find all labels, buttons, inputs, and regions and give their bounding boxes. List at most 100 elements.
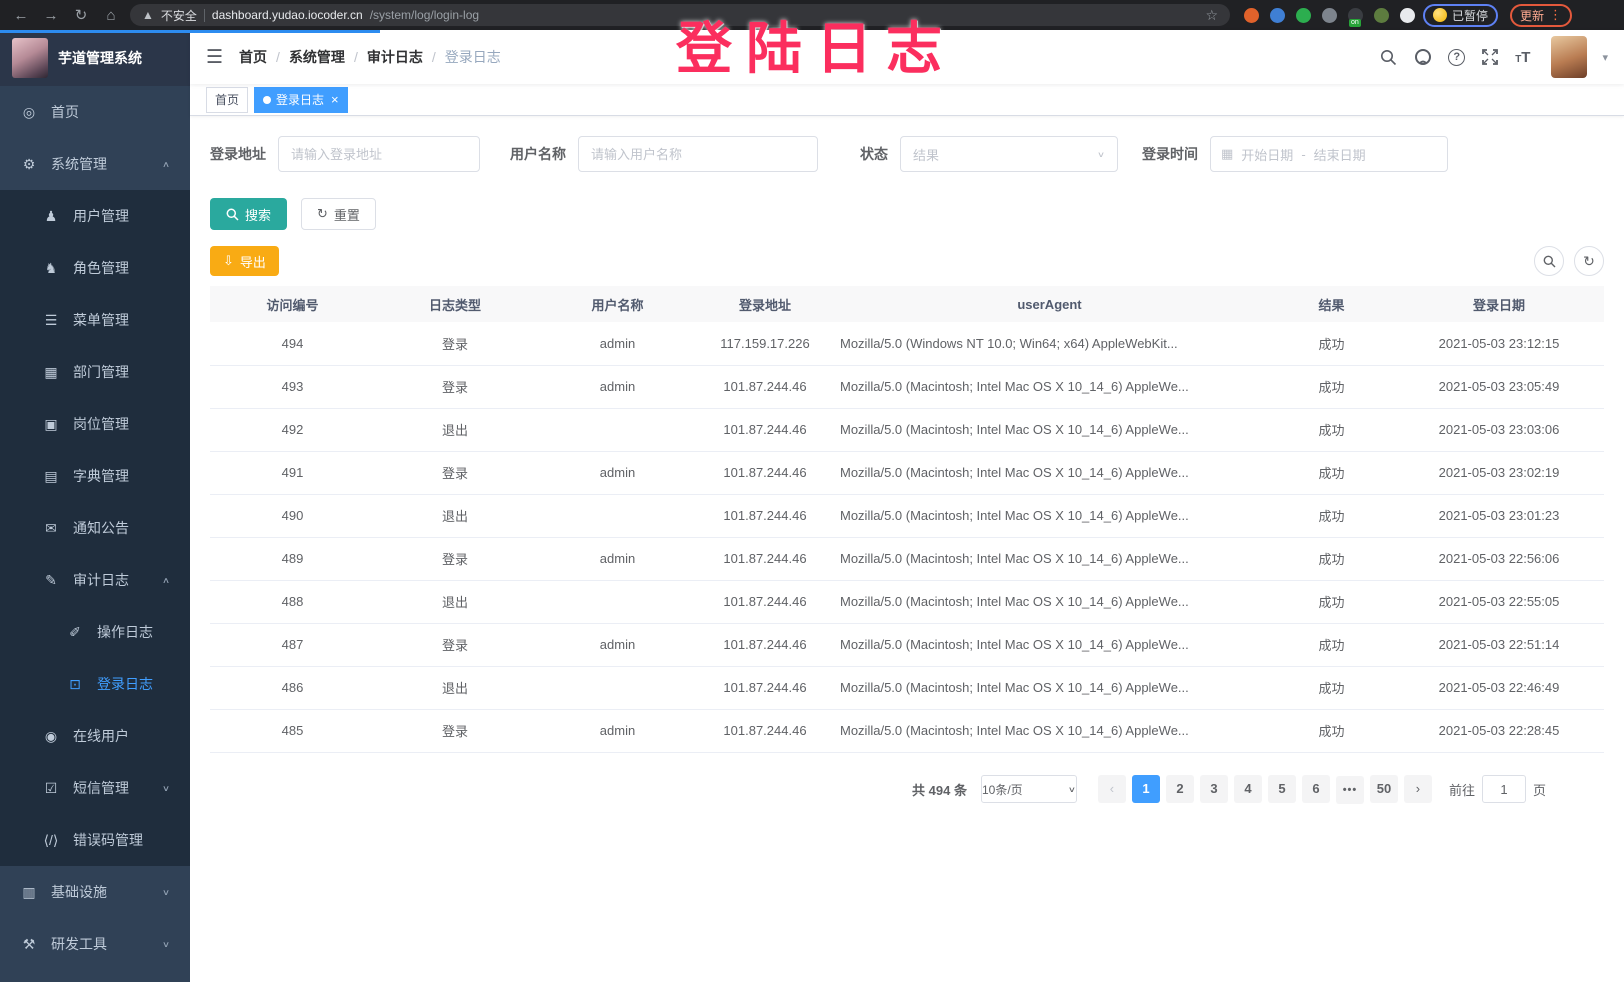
sidebar-item-dept[interactable]: ▦ 部门管理: [0, 346, 190, 398]
browser-update-button[interactable]: 更新 ⋮: [1510, 3, 1573, 27]
table-cell: 117.159.17.226: [700, 322, 830, 366]
sidebar-item-post[interactable]: ▣ 岗位管理: [0, 398, 190, 450]
page-button-5[interactable]: 5: [1267, 774, 1296, 803]
breadcrumb-separator: /: [353, 49, 358, 65]
export-button-label: 导出: [239, 254, 266, 270]
operate-log-icon: ✐: [69, 623, 81, 640]
fullscreen-icon[interactable]: [1480, 47, 1500, 67]
login-address-input[interactable]: [278, 136, 480, 172]
table-cell: [535, 666, 700, 710]
table-row[interactable]: 489 登录 admin 101.87.244.46 Mozilla/5.0 (Maci…: [210, 537, 1604, 581]
page-button-1[interactable]: 1: [1131, 774, 1160, 803]
breadcrumb-item-audit-log[interactable]: 审计日志: [366, 49, 423, 65]
sidebar-item-online-user[interactable]: ◉ 在线用户: [0, 710, 190, 762]
status-select[interactable]: 结果 ∨: [900, 136, 1118, 172]
sidebar-item-notice[interactable]: ✉ 通知公告: [0, 502, 190, 554]
toggle-search-button[interactable]: [1534, 246, 1564, 276]
refresh-table-button[interactable]: ↻: [1574, 246, 1604, 276]
font-size-icon[interactable]: TT: [1515, 48, 1531, 66]
page-button-50[interactable]: 50: [1369, 774, 1398, 803]
table-cell: 退出: [375, 408, 535, 452]
sidebar-item-sms[interactable]: ☑ 短信管理 ∨: [0, 762, 190, 814]
dashboard-icon: ◎: [22, 103, 36, 120]
sidebar-item-system[interactable]: ⚙ 系统管理 ∧: [0, 138, 190, 190]
paused-extension-badge[interactable]: 已暂停: [1423, 3, 1499, 27]
back-icon[interactable]: ←: [13, 6, 29, 24]
table-cell: Mozilla/5.0 (Windows NT 10.0; Win64; x64…: [830, 322, 1269, 366]
table-row[interactable]: 488 退出 101.87.244.46 Mozilla/5.0 (Macintosh…: [210, 580, 1604, 624]
notice-icon: ✉: [45, 519, 57, 536]
orange-extension-icon[interactable]: [1244, 7, 1259, 23]
page-button-2[interactable]: 2: [1165, 774, 1194, 803]
grid-extension-icon[interactable]: [1322, 7, 1337, 23]
github-icon[interactable]: [1413, 47, 1433, 67]
user-avatar[interactable]: [1551, 36, 1588, 78]
puzzle-extension-icon[interactable]: [1400, 7, 1415, 23]
table-row[interactable]: 491 登录 admin 101.87.244.46 Mozilla/5.0 (Maci…: [210, 451, 1604, 495]
table-row[interactable]: 492 退出 101.87.244.46 Mozilla/5.0 (Macintosh…: [210, 408, 1604, 452]
goto-page-input[interactable]: [1481, 775, 1526, 803]
sidebar-item-user[interactable]: ♟ 用户管理: [0, 190, 190, 242]
browser-menu-icon[interactable]: ⋮: [1549, 7, 1563, 22]
sidebar-item-menu[interactable]: ☰ 菜单管理: [0, 294, 190, 346]
forward-icon[interactable]: →: [43, 6, 59, 24]
page-button-6[interactable]: 6: [1301, 774, 1330, 803]
tab-login-log[interactable]: 登录日志 ×: [254, 86, 348, 113]
sidebar-item-infra[interactable]: ▥ 基础设施 ∨: [0, 866, 190, 918]
tab-home[interactable]: 首页: [206, 86, 249, 113]
table-row[interactable]: 486 退出 101.87.244.46 Mozilla/5.0 (Macintosh…: [210, 666, 1604, 710]
next-page-button[interactable]: ›: [1403, 775, 1432, 803]
address-bar[interactable]: ▲ 不安全 dashboard.yudao.iocoder.cn/system/…: [130, 4, 1230, 26]
table-cell: 2021-05-03 23:05:49: [1394, 365, 1604, 409]
login-time-range-picker[interactable]: ▦ 开始日期 - 结束日期: [1210, 136, 1448, 172]
green-sync-extension-icon[interactable]: [1296, 7, 1311, 23]
hamburger-icon[interactable]: ☰: [206, 46, 224, 68]
sidebar-item-role[interactable]: ♞ 角色管理: [0, 242, 190, 294]
sidebar-item-audit-log[interactable]: ✎ 审计日志 ∧: [0, 554, 190, 606]
table-cell: 退出: [375, 666, 535, 710]
breadcrumb-item-home[interactable]: 首页: [239, 49, 268, 65]
pager-ellipsis[interactable]: •••: [1335, 775, 1364, 804]
sidebar-item-label: 操作日志: [97, 624, 153, 640]
table-row[interactable]: 494 登录 admin 117.159.17.226 Mozilla/5.0 (Win…: [210, 322, 1604, 366]
sidebar-item-dict[interactable]: ▤ 字典管理: [0, 450, 190, 502]
prev-page-button[interactable]: ‹: [1097, 775, 1126, 803]
search-button[interactable]: 搜索: [210, 198, 288, 230]
table-cell: 2021-05-03 22:28:45: [1394, 709, 1604, 753]
search-icon[interactable]: [1378, 47, 1398, 67]
username-input[interactable]: [578, 136, 818, 172]
close-icon[interactable]: ×: [331, 92, 339, 107]
export-button[interactable]: ⇩ 导出: [210, 246, 279, 276]
bookmark-star-icon[interactable]: ☆: [1205, 6, 1218, 23]
sidebar-item-devtool[interactable]: ⚒ 研发工具 ∨: [0, 918, 190, 970]
security-label[interactable]: 不安全: [160, 8, 197, 23]
divider: [203, 8, 205, 22]
table-cell: admin: [535, 451, 700, 495]
blue-gem-extension-icon[interactable]: [1270, 7, 1285, 23]
dict-icon: ▤: [44, 467, 58, 484]
page-button-3[interactable]: 3: [1199, 774, 1228, 803]
loading-progress-bar: [0, 30, 380, 33]
reset-button[interactable]: ↻ 重置: [301, 198, 376, 230]
sidebar-item-home[interactable]: ◎ 首页: [0, 86, 190, 138]
table-cell: admin: [535, 709, 700, 753]
dept-icon: ▦: [44, 363, 58, 380]
chevron-down-icon[interactable]: ▾: [1602, 51, 1608, 64]
sidebar-logo[interactable]: 芋道管理系统: [0, 30, 190, 86]
home-icon[interactable]: ⌂: [106, 6, 116, 24]
table-cell: 2021-05-03 23:01:23: [1394, 494, 1604, 538]
sidebar-item-operate-log[interactable]: ✐ 操作日志: [0, 606, 190, 658]
page-button-4[interactable]: 4: [1233, 774, 1262, 803]
table-row[interactable]: 487 登录 admin 101.87.244.46 Mozilla/5.0 (Maci…: [210, 623, 1604, 667]
table-row[interactable]: 490 退出 101.87.244.46 Mozilla/5.0 (Macintosh…: [210, 494, 1604, 538]
table-row[interactable]: 485 登录 admin 101.87.244.46 Mozilla/5.0 (Maci…: [210, 709, 1604, 753]
sidebar-item-login-log[interactable]: ⊡ 登录日志: [0, 658, 190, 710]
sidebar-item-error-code[interactable]: ⟨/⟩ 错误码管理: [0, 814, 190, 866]
page-size-select[interactable]: 10条/页 ∨: [980, 775, 1077, 803]
help-icon[interactable]: ?: [1448, 48, 1466, 66]
breadcrumb-item-system[interactable]: 系统管理: [288, 49, 345, 65]
table-row[interactable]: 493 登录 admin 101.87.244.46 Mozilla/5.0 (Maci…: [210, 365, 1604, 409]
reload-icon[interactable]: ↻: [74, 7, 88, 24]
list-extension-icon[interactable]: on: [1348, 7, 1363, 27]
leaf-extension-icon[interactable]: [1374, 7, 1389, 23]
